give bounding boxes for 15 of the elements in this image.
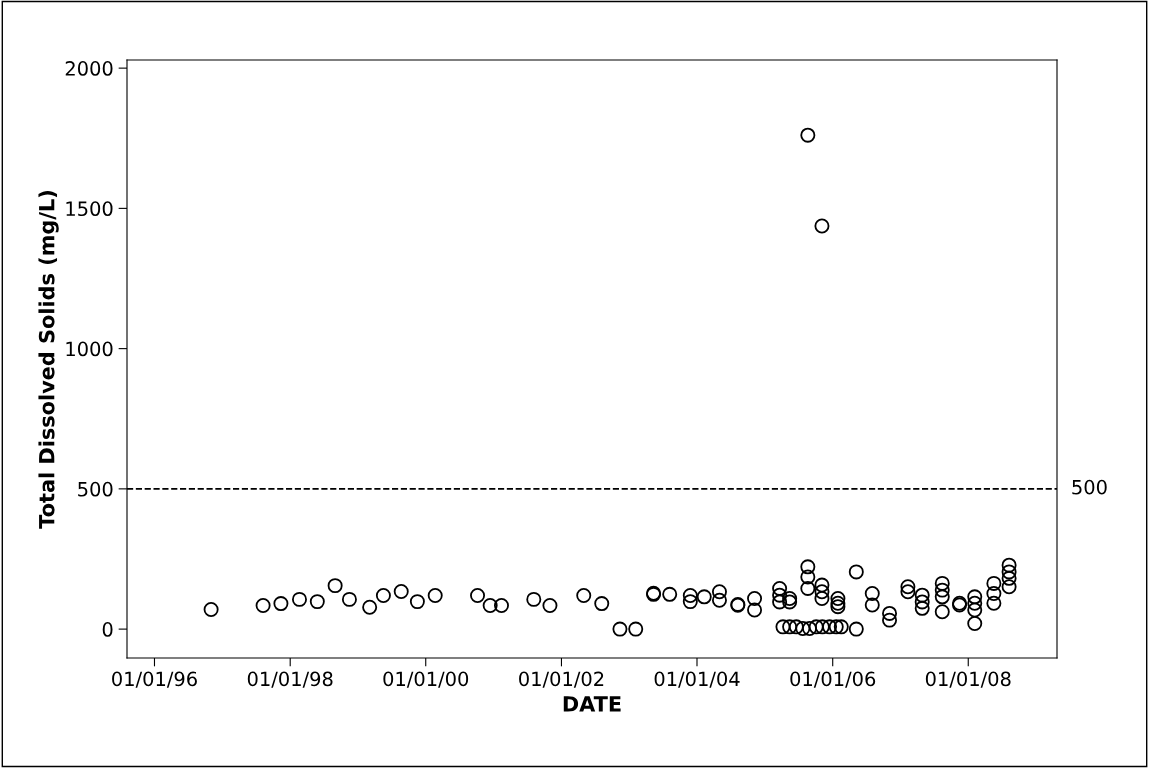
x-tick-label: 01/01/06: [790, 671, 876, 688]
x-tick-label: 01/01/02: [519, 671, 604, 688]
y-axis-title: Total Dissolved Solids (mg/L): [38, 191, 59, 529]
y-tick-label: 2000: [65, 61, 113, 76]
x-tick-label: 01/01/08: [925, 671, 1011, 688]
y-tick-label: 1000: [66, 341, 113, 357]
y-tick-label: 1500: [66, 201, 113, 217]
ref-line-label: 500: [1072, 479, 1107, 495]
x-tick-label: 01/01/98: [247, 671, 333, 688]
y-tick-label: 500: [78, 481, 113, 497]
x-tick-label: 01/01/04: [654, 671, 740, 688]
x-tick-label: 01/01/96: [112, 671, 197, 688]
x-tick-label: 01/01/00: [383, 671, 469, 688]
y-tick-label: 0: [102, 622, 113, 637]
x-axis-title: DATE: [563, 696, 621, 712]
